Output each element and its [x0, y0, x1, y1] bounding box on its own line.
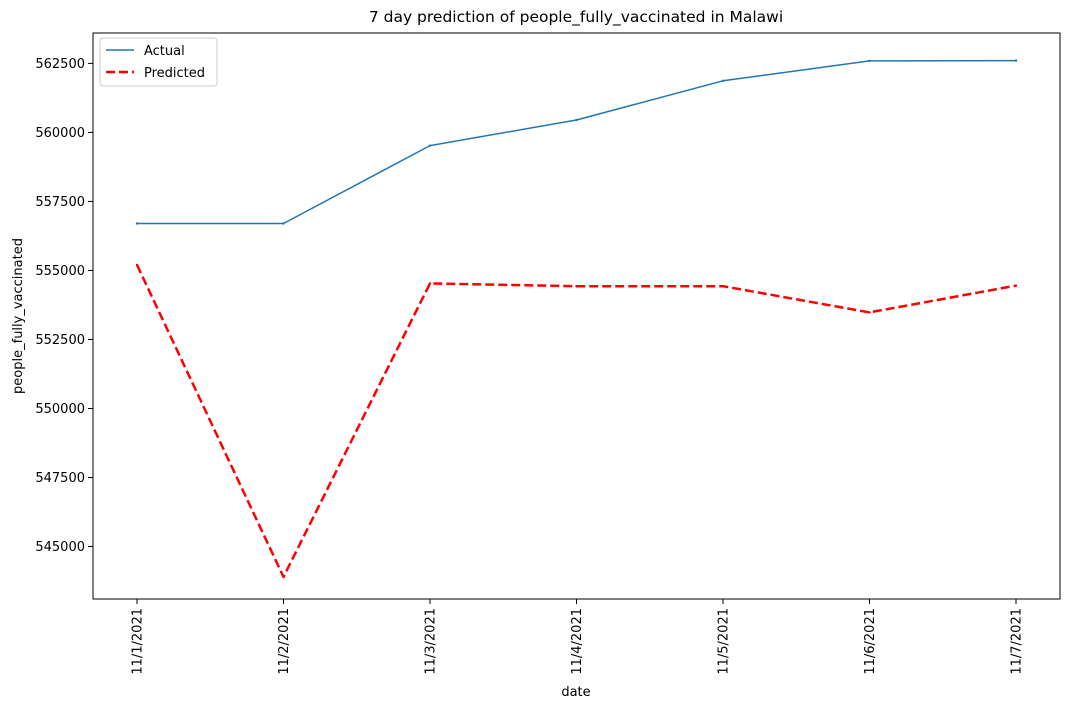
y-tick-label: 547500 — [35, 471, 85, 486]
data-point-actual — [721, 79, 725, 82]
data-point-actual — [428, 144, 432, 147]
x-tick-label: 11/7/2021 — [1010, 608, 1025, 675]
legend: Actual Predicted — [99, 37, 218, 87]
data-point-predicted — [575, 284, 578, 288]
y-tick-label: 555000 — [35, 264, 85, 279]
data-point-actual — [135, 222, 139, 225]
data-point-predicted — [868, 311, 871, 314]
x-tick-label: 11/4/2021 — [570, 608, 585, 675]
legend-label-actual: Actual — [144, 44, 185, 59]
data-point-actual — [282, 222, 285, 225]
data-point-predicted — [1014, 284, 1018, 287]
x-tick-label: 11/3/2021 — [424, 608, 439, 675]
data-point-actual — [575, 118, 578, 122]
data-point-predicted — [135, 263, 139, 267]
x-tick-label: 11/2/2021 — [277, 608, 292, 675]
data-point-actual — [868, 59, 871, 63]
series-lines — [135, 59, 1018, 579]
x-axis: 11/1/2021 11/2/2021 11/3/2021 11/4/2021 11/5… — [131, 599, 1025, 675]
y-tick-label: 562500 — [35, 57, 85, 72]
x-tick-label: 11/5/2021 — [717, 608, 732, 675]
data-point-predicted — [428, 282, 432, 285]
y-tick-label: 550000 — [35, 402, 85, 417]
data-point-predicted — [721, 284, 725, 288]
legend-label-predicted: Predicted — [144, 66, 205, 81]
x-tick-label: 11/6/2021 — [863, 608, 878, 675]
chart-title: 7 day prediction of people_fully_vaccina… — [369, 8, 783, 27]
data-point-actual — [1014, 59, 1018, 62]
y-tick-label: 557500 — [35, 195, 85, 210]
y-tick-label: 552500 — [35, 333, 85, 348]
y-tick-label: 560000 — [35, 126, 85, 141]
plot-area — [92, 32, 1061, 600]
y-axis-label: people_fully_vaccinated — [11, 238, 26, 394]
y-tick-label: 545000 — [35, 540, 85, 555]
x-tick-label: 11/1/2021 — [131, 608, 146, 675]
y-axis: 545000 547500 550000 552500 555000 557500 5600… — [35, 57, 93, 555]
x-axis-label: date — [561, 685, 590, 700]
data-point-predicted — [282, 575, 285, 579]
